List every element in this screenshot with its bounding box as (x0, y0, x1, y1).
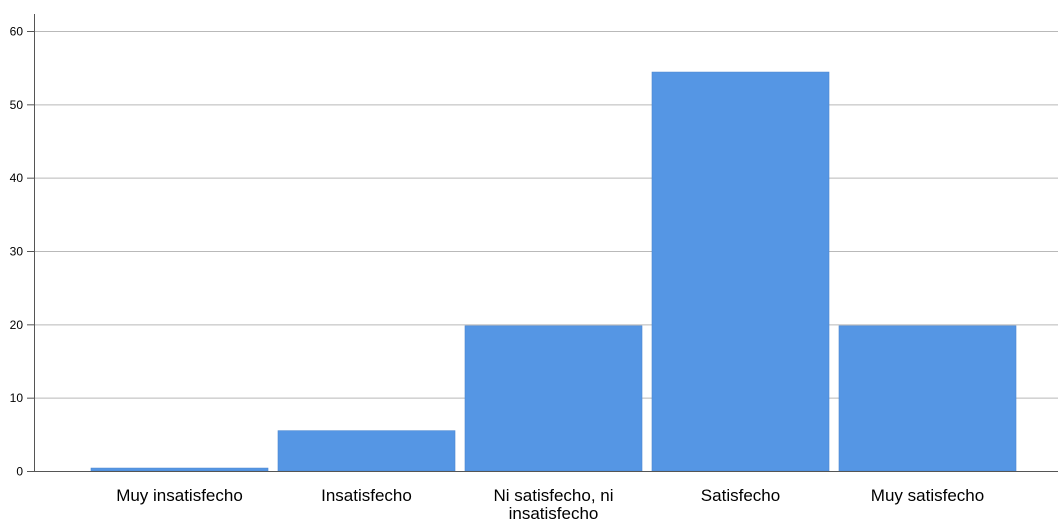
y-tick-label: 50 (10, 98, 24, 112)
bar (277, 430, 456, 472)
y-tick-label: 10 (10, 391, 24, 405)
y-tick-label: 20 (10, 318, 24, 332)
y-tick-label: 30 (10, 245, 24, 259)
x-category-label: Ni satisfecho, ni (494, 486, 614, 505)
x-category-labels: Muy insatisfecho Insatisfecho Ni satisfech… (116, 486, 984, 523)
y-tick-label: 40 (10, 171, 24, 185)
bar (90, 467, 269, 472)
bar (464, 325, 643, 472)
x-category-label: Insatisfecho (321, 486, 412, 505)
y-tick-label: 60 (10, 25, 24, 39)
x-category-label: Muy insatisfecho (116, 486, 243, 505)
x-category-label: insatisfecho (509, 504, 599, 523)
x-category-label: Satisfecho (701, 486, 780, 505)
axes (27, 14, 1058, 472)
y-tick-labels: 0 10 20 30 40 50 60 (10, 25, 24, 479)
x-category-label: Muy satisfecho (871, 486, 984, 505)
bar (838, 325, 1017, 472)
bars (90, 71, 1017, 472)
bar (651, 71, 830, 472)
y-tick-label: 0 (16, 465, 23, 479)
